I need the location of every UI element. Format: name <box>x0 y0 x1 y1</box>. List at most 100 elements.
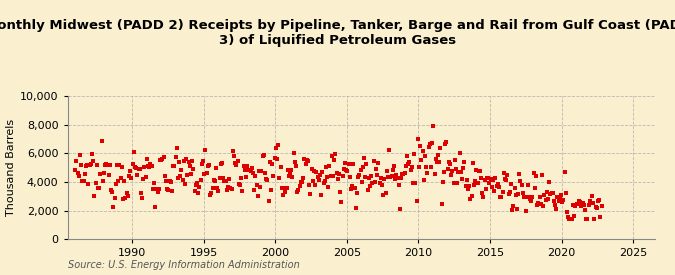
Point <box>360 175 371 179</box>
Point <box>178 178 188 183</box>
Point <box>572 202 583 206</box>
Point <box>173 175 184 180</box>
Point <box>467 161 478 166</box>
Point <box>263 199 274 204</box>
Point <box>304 183 315 188</box>
Point <box>402 154 412 158</box>
Point <box>372 173 383 177</box>
Point <box>378 193 389 197</box>
Point <box>248 170 259 175</box>
Point <box>417 149 428 153</box>
Point <box>338 166 349 171</box>
Point <box>319 178 330 183</box>
Point <box>311 169 322 174</box>
Point <box>471 168 482 173</box>
Point <box>144 165 155 169</box>
Point <box>427 141 437 145</box>
Point <box>459 160 470 164</box>
Point <box>513 191 524 196</box>
Point <box>371 167 381 172</box>
Point <box>489 189 500 193</box>
Point <box>183 160 194 165</box>
Point <box>127 162 138 166</box>
Point <box>282 168 293 173</box>
Point <box>501 178 512 183</box>
Point <box>75 152 86 157</box>
Point <box>285 171 296 175</box>
Point <box>566 217 577 221</box>
Point <box>423 145 434 149</box>
Point <box>508 204 518 209</box>
Point <box>105 163 115 167</box>
Point <box>296 180 307 185</box>
Point <box>396 175 406 180</box>
Point <box>458 166 468 170</box>
Point <box>246 166 257 170</box>
Point <box>325 174 336 178</box>
Point <box>503 192 514 197</box>
Point <box>162 186 173 191</box>
Point <box>441 140 452 144</box>
Point <box>460 184 471 188</box>
Point <box>491 183 502 188</box>
Point <box>475 168 485 173</box>
Point <box>547 191 558 196</box>
Point <box>287 175 298 179</box>
Point <box>133 167 144 171</box>
Point <box>445 162 456 167</box>
Point <box>549 199 560 203</box>
Point <box>114 163 125 167</box>
Point <box>300 161 311 166</box>
Point <box>142 164 153 169</box>
Point <box>265 160 275 164</box>
Point <box>405 168 416 172</box>
Point <box>506 182 516 186</box>
Point <box>394 183 404 187</box>
Point <box>364 184 375 188</box>
Point <box>590 205 601 210</box>
Point <box>131 166 142 170</box>
Point <box>354 173 364 177</box>
Point <box>367 180 378 185</box>
Point <box>224 177 235 182</box>
Point <box>70 167 80 172</box>
Point <box>89 193 100 198</box>
Point <box>380 191 391 196</box>
Point <box>451 167 462 171</box>
Point <box>429 172 440 176</box>
Point <box>403 162 414 166</box>
Point <box>206 191 217 195</box>
Point <box>538 204 549 209</box>
Point <box>473 168 484 173</box>
Point <box>580 208 591 212</box>
Point <box>431 160 442 164</box>
Point <box>117 197 128 201</box>
Point <box>231 163 242 167</box>
Point <box>254 168 265 173</box>
Point <box>180 181 190 186</box>
Point <box>196 161 207 166</box>
Point <box>293 188 304 192</box>
Point <box>563 215 574 219</box>
Point <box>150 205 161 209</box>
Point <box>518 195 529 199</box>
Point <box>155 157 165 162</box>
Point <box>193 191 204 195</box>
Point <box>80 164 91 169</box>
Point <box>560 190 571 195</box>
Point <box>288 150 299 155</box>
Point <box>201 171 212 175</box>
Point <box>416 158 427 162</box>
Point <box>202 164 213 168</box>
Point <box>111 163 122 167</box>
Point <box>221 188 232 192</box>
Point <box>409 152 420 156</box>
Point <box>156 158 167 162</box>
Point <box>342 169 353 173</box>
Point <box>250 174 261 178</box>
Point <box>420 154 431 158</box>
Point <box>437 180 448 184</box>
Point <box>516 183 527 187</box>
Point <box>200 148 211 152</box>
Point <box>159 174 170 178</box>
